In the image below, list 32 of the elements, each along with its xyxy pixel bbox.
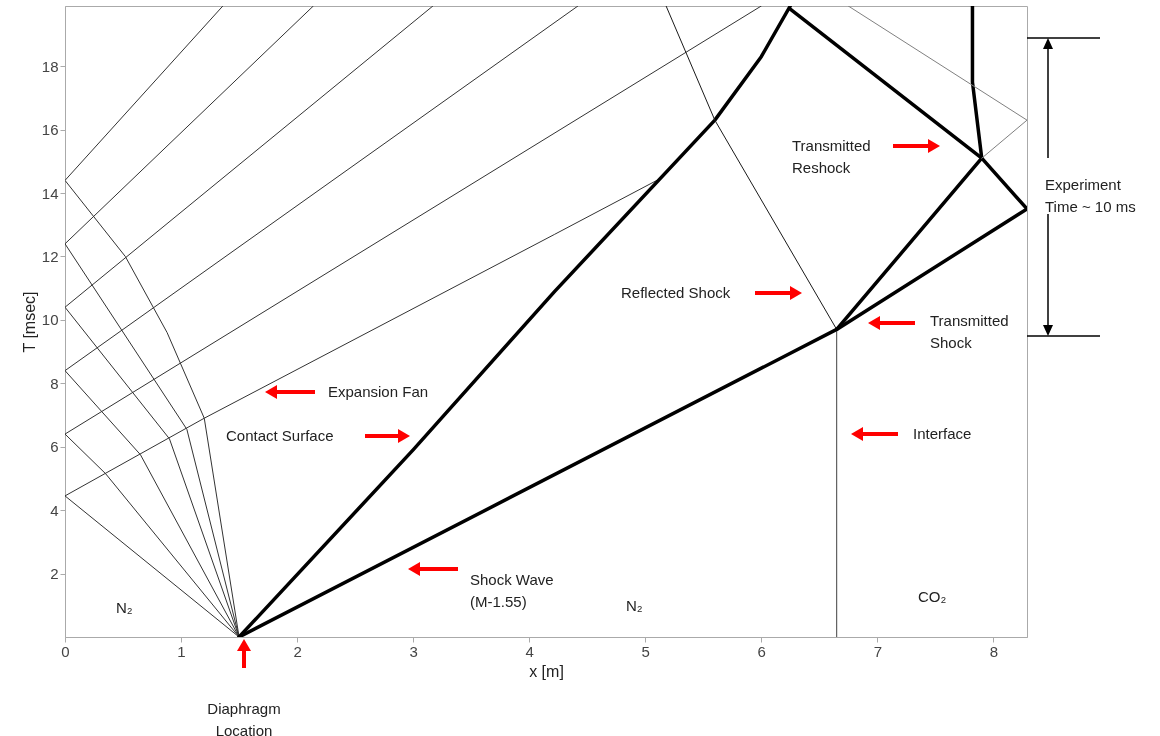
x-tick-label: 0 (61, 642, 70, 660)
annotation: CO₂ (918, 588, 947, 605)
annotation: Transmitted Reshock (792, 137, 871, 176)
text: Diaphragm Location (207, 700, 281, 736)
y-tick-label: 4 (50, 501, 59, 519)
annotation: Interface (913, 425, 972, 442)
y-tick-label: 14 (41, 184, 59, 202)
annotation: Shock Wave (M-1.55) (470, 571, 554, 610)
annotation: Reflected Shock (621, 284, 731, 301)
y-tick-label: 16 (41, 121, 59, 139)
y-tick-label: 18 (41, 57, 59, 75)
x-tick-label: 4 (525, 642, 534, 660)
y-tick-label: 12 (41, 248, 59, 265)
annotation: N₂ (626, 597, 643, 614)
annotation: Transmitted Shock (930, 312, 1009, 351)
annotation: Contact Surface (226, 427, 334, 444)
y-tick-label: 8 (50, 374, 59, 392)
y-axis-title: T [msec] (20, 291, 38, 353)
x-tick-label: 1 (177, 642, 186, 660)
annotation: Expansion Fan (328, 383, 429, 400)
y-tick-label: 6 (50, 438, 59, 456)
y-tick-label: 2 (50, 565, 59, 583)
x-tick-label: 8 (989, 642, 999, 660)
annotation: N₂ (116, 599, 133, 616)
x-tick-label: 6 (757, 642, 766, 660)
x-tick-label: 2 (293, 642, 302, 660)
x-tick-label: 5 (641, 642, 650, 660)
x-tick-label: 3 (409, 642, 418, 660)
y-tick-label: 10 (41, 311, 59, 329)
x-tick-label: 7 (873, 642, 882, 660)
x-axis-title: x [m] (529, 662, 564, 680)
text: Experiment Time ~ 10 ms (1045, 176, 1136, 215)
